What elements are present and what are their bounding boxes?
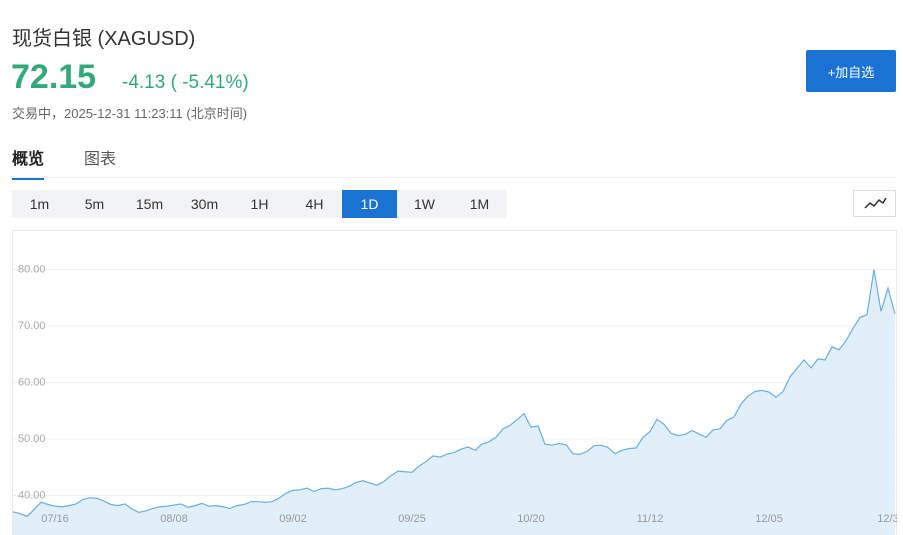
price: 72.15 — [11, 58, 97, 96]
chart: 40.00 50.00 60.00 70.00 80.00 07/16 08/08 09/02… — [12, 263, 897, 535]
tabs: 概览 图表 — [12, 145, 116, 180]
interval-button[interactable]: 4H — [305, 196, 324, 212]
y-tick-label: 40.00 — [18, 489, 46, 501]
x-tick-label: 10/20 — [517, 513, 545, 525]
title: 现货白银 (XAGUSD) — [12, 28, 196, 50]
interval-button[interactable]: 1D — [342, 190, 397, 218]
interval-button[interactable]: 15m — [135, 196, 164, 212]
interval-button[interactable]: 1W — [414, 196, 435, 212]
y-tick-label: 70.00 — [18, 320, 46, 332]
interval-button[interactable]: 1H — [250, 196, 269, 212]
divider — [12, 177, 897, 178]
x-tick-label: 08/08 — [160, 513, 188, 525]
interval-bar: 1m 5m 15m 30m 1H 4H 1D 1W 1M — [12, 190, 507, 218]
y-tick-label: 50.00 — [18, 433, 46, 445]
interval-button[interactable]: 1m — [29, 196, 50, 212]
y-tick-label: 80.00 — [18, 263, 46, 275]
tab[interactable]: 图表 — [84, 151, 117, 168]
watch-button[interactable]: +加自选 — [806, 50, 896, 92]
y-tick-label: 60.00 — [18, 376, 46, 388]
chart-icon — [864, 197, 887, 209]
x-tick-label: 09/25 — [398, 513, 426, 525]
area — [13, 269, 895, 535]
x-tick-label: 11/12 — [637, 513, 664, 525]
tab[interactable]: 概览 — [12, 145, 45, 180]
change: -4.13 ( -5.41%) — [122, 72, 249, 93]
chart-type-button[interactable] — [853, 190, 896, 217]
x-tick-label: 12/05 — [755, 513, 783, 525]
interval-button[interactable]: 30m — [190, 196, 219, 212]
x-tick-label: 12/3 — [877, 513, 897, 525]
status: 交易中，2025-12-31 11:23:11 (北京时间) — [12, 106, 248, 121]
x-tick-label: 09/02 — [279, 513, 307, 525]
interval-button[interactable]: 5m — [84, 196, 105, 212]
x-tick-label: 07/16 — [41, 513, 69, 525]
interval-button[interactable]: 1M — [469, 196, 490, 212]
line — [12, 269, 896, 518]
